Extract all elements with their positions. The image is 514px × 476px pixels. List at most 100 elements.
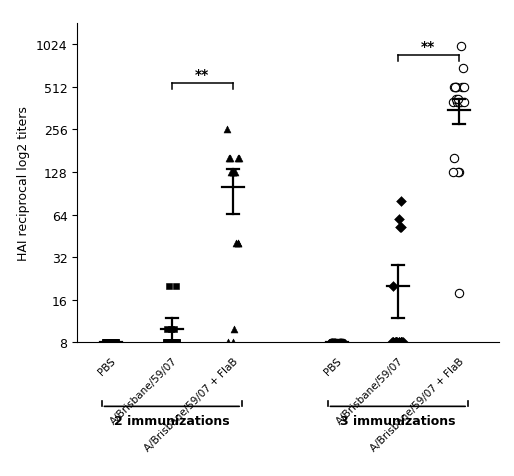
Point <box>101 339 109 347</box>
Point <box>326 339 335 347</box>
Point <box>227 169 235 177</box>
Point <box>398 339 407 347</box>
Point <box>333 339 341 347</box>
Text: **: ** <box>195 68 209 81</box>
Text: 3 immunizations: 3 immunizations <box>340 414 455 427</box>
Point <box>449 99 457 107</box>
Point <box>392 339 400 347</box>
Point <box>395 339 403 347</box>
Point <box>102 339 111 347</box>
Point <box>454 96 462 104</box>
Point <box>165 339 173 347</box>
Point <box>229 339 237 347</box>
Point <box>451 84 459 91</box>
Point <box>392 339 400 347</box>
Point <box>105 339 113 347</box>
Point <box>103 339 111 347</box>
Point <box>331 339 339 347</box>
Point <box>452 99 461 107</box>
Point <box>162 339 170 347</box>
Point <box>393 339 401 347</box>
Point <box>330 339 338 347</box>
Point <box>167 325 175 333</box>
Point <box>455 99 463 107</box>
Point <box>229 169 237 177</box>
Point <box>460 99 468 107</box>
Point <box>113 339 121 347</box>
Point <box>111 339 119 347</box>
Point <box>329 339 337 347</box>
Point <box>163 339 172 347</box>
Point <box>234 155 243 163</box>
Point <box>331 339 339 347</box>
Point <box>450 155 458 163</box>
Point <box>335 339 343 347</box>
Text: A/Brisbane/59/07 + FlaB: A/Brisbane/59/07 + FlaB <box>369 356 466 453</box>
Point <box>106 339 114 347</box>
Point <box>226 155 234 163</box>
Point <box>169 339 177 347</box>
Point <box>108 339 116 347</box>
Point <box>103 339 111 347</box>
Point <box>103 339 112 347</box>
Point <box>454 169 462 177</box>
Point <box>389 339 397 347</box>
Point <box>398 339 407 347</box>
Text: A/Brisbane/59/07: A/Brisbane/59/07 <box>334 356 405 426</box>
Point <box>458 84 466 91</box>
Point <box>108 339 116 347</box>
Point <box>395 339 403 347</box>
Point <box>449 169 457 177</box>
Point <box>455 169 463 177</box>
Point <box>163 325 171 333</box>
Point <box>169 339 177 347</box>
Text: **: ** <box>421 40 435 54</box>
Point <box>452 96 460 104</box>
Point <box>109 339 118 347</box>
Point <box>104 339 113 347</box>
Text: PBS: PBS <box>97 356 118 377</box>
Point <box>336 339 344 347</box>
Point <box>172 283 180 290</box>
Point <box>231 169 239 177</box>
Y-axis label: HAI reciprocal log2 titers: HAI reciprocal log2 titers <box>17 106 30 260</box>
Point <box>456 43 465 50</box>
Point <box>451 84 460 91</box>
Point <box>327 339 336 347</box>
Point <box>328 339 337 347</box>
Point <box>337 339 345 347</box>
Point <box>111 339 119 347</box>
Point <box>225 155 233 163</box>
Text: 2 immunizations: 2 immunizations <box>114 414 230 427</box>
Point <box>234 240 242 248</box>
Point <box>336 339 344 347</box>
Point <box>394 215 402 223</box>
Point <box>101 339 109 347</box>
Point <box>234 155 242 163</box>
Point <box>107 339 115 347</box>
Point <box>331 339 339 347</box>
Point <box>104 339 112 347</box>
Point <box>167 339 175 347</box>
Point <box>232 240 241 248</box>
Point <box>166 339 174 347</box>
Point <box>396 339 405 347</box>
Point <box>460 84 468 91</box>
Point <box>164 339 172 347</box>
Point <box>327 339 335 347</box>
Point <box>327 339 336 347</box>
Point <box>163 339 172 347</box>
Text: A/Brisbane/59/07: A/Brisbane/59/07 <box>108 356 179 426</box>
Point <box>338 339 346 347</box>
Point <box>391 339 399 347</box>
Point <box>452 84 461 91</box>
Point <box>173 339 181 347</box>
Point <box>169 339 177 347</box>
Point <box>397 339 405 347</box>
Point <box>112 339 120 347</box>
Point <box>396 339 405 347</box>
Point <box>396 224 405 232</box>
Point <box>337 339 345 347</box>
Point <box>173 339 181 347</box>
Point <box>392 339 400 347</box>
